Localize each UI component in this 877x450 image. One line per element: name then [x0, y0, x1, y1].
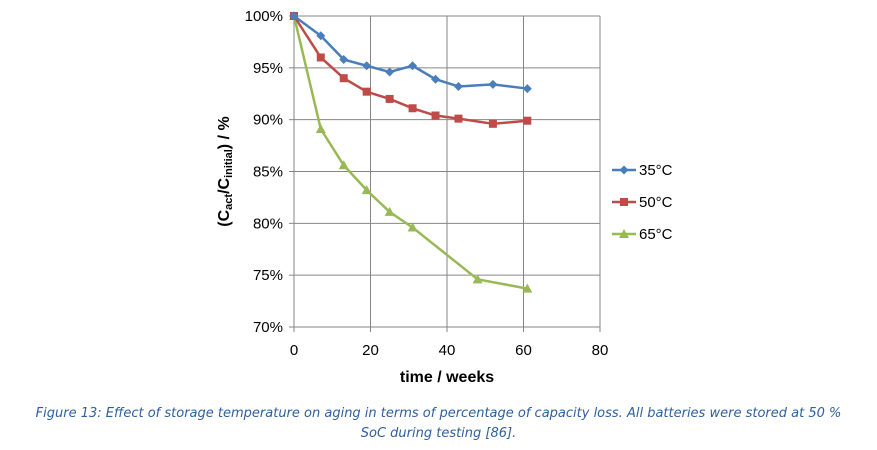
legend-label: 65°C: [639, 226, 673, 243]
data-point: [472, 274, 483, 284]
data-point: [385, 94, 394, 103]
caption-line-1: Figure 13: Effect of storage temperature…: [35, 406, 842, 421]
data-point: [522, 84, 532, 94]
legend: 35°C 50°C 65°C: [612, 162, 673, 243]
y-tick-label: 100%: [245, 8, 283, 25]
y-tick-label: 90%: [253, 112, 283, 129]
data-point: [488, 79, 498, 89]
data-point: [338, 160, 349, 170]
series-line: [292, 15, 528, 290]
grid-lines: [294, 15, 601, 327]
data-point: [362, 87, 371, 96]
data-point: [385, 67, 395, 77]
x-tick-labels: 0 20 40 60 80: [290, 342, 609, 359]
series-square: [290, 12, 532, 128]
series-triangle: [289, 11, 533, 293]
data-point: [339, 74, 348, 83]
y-label-subscript: act: [223, 194, 235, 210]
y-tick-label: 85%: [253, 164, 283, 181]
y-label-subscript: initial: [223, 149, 235, 178]
data-point: [407, 222, 418, 232]
y-tick-label: 95%: [253, 60, 283, 77]
data-point: [408, 61, 418, 71]
x-axis-label: time / weeks: [400, 369, 494, 386]
x-tick-label: 0: [290, 342, 298, 359]
data-point: [315, 123, 326, 133]
y-axis-label: (Cact/Cinitial) / %: [216, 116, 235, 226]
data-point: [289, 11, 299, 21]
series-line: [293, 14, 528, 90]
data-point: [522, 283, 533, 293]
data-point: [488, 119, 497, 128]
y-label-part: (C: [216, 209, 233, 226]
x-tick-label: 40: [439, 342, 456, 359]
data-point: [361, 185, 372, 195]
data-point: [384, 206, 395, 216]
data-point: [453, 81, 463, 91]
legend-marker: [619, 229, 629, 238]
figure-caption: Figure 13: Effect of storage temperature…: [0, 404, 877, 444]
legend-marker: [619, 165, 629, 175]
x-tick-label: 80: [592, 342, 609, 359]
data-point: [523, 116, 532, 125]
capacity-chart: 0 20 40 60 80 70% 75% 80% 85% 90% 95% 100% time / …: [216, 8, 673, 386]
series-group: [289, 11, 533, 293]
y-tick-label: 80%: [253, 215, 283, 232]
y-label-part: /C: [216, 177, 233, 193]
data-point: [408, 104, 417, 113]
data-point: [431, 111, 440, 120]
series-line: [292, 15, 528, 126]
y-tick-label: 70%: [253, 319, 283, 336]
x-tick-label: 20: [362, 342, 379, 359]
data-point: [362, 61, 372, 71]
y-tick-label: 75%: [253, 267, 283, 284]
data-point: [431, 74, 441, 84]
legend-label: 50°C: [639, 194, 673, 211]
legend-label: 35°C: [639, 162, 673, 179]
data-point: [316, 53, 325, 62]
y-tick-labels: 70% 75% 80% 85% 90% 95% 100%: [245, 8, 283, 336]
y-label-part: ) / %: [216, 116, 233, 149]
x-tick-label: 60: [515, 342, 532, 359]
series-diamond: [289, 11, 532, 94]
data-point: [316, 31, 326, 41]
legend-marker: [620, 198, 628, 206]
data-point: [454, 114, 463, 123]
caption-line-2: SoC during testing [86].: [360, 426, 517, 441]
axes: [289, 15, 601, 332]
data-point: [339, 55, 349, 65]
